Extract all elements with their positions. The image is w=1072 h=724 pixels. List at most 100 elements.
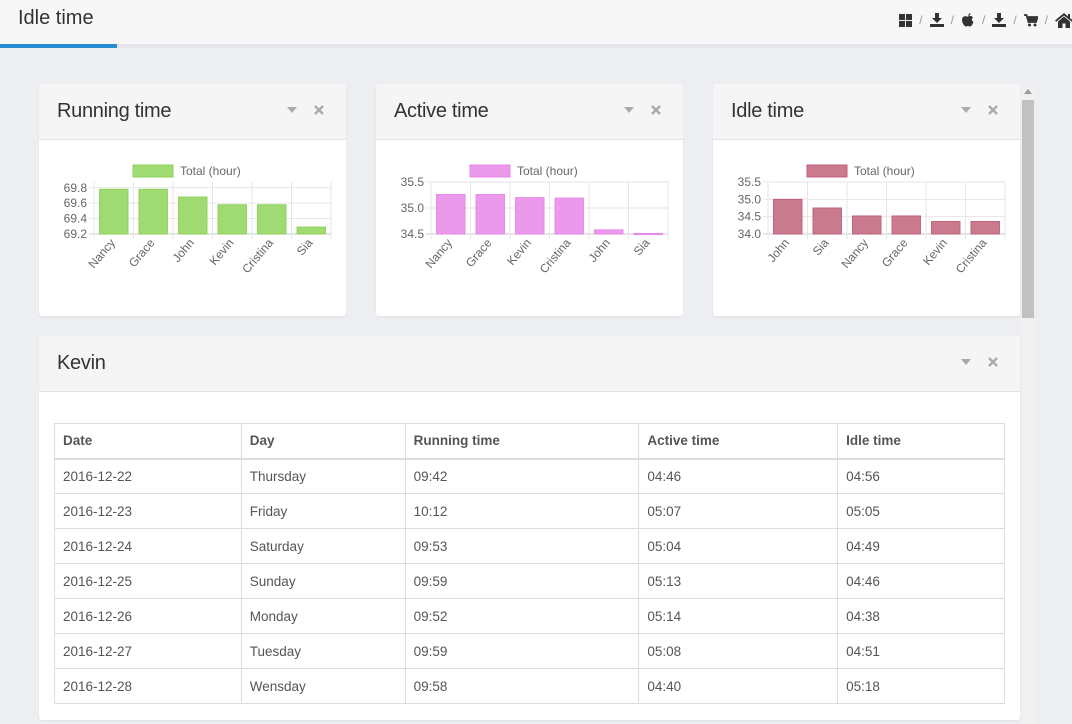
table-cell: 04:51 — [837, 633, 1005, 669]
close-icon[interactable] — [311, 102, 327, 118]
bar[interactable] — [515, 197, 545, 235]
table-row[interactable]: 2016-12-23 Friday 10:12 05:07 05:05 — [54, 493, 1005, 529]
top-bar: Idle time / / / / / — [0, 0, 1072, 48]
table-cell: 2016-12-24 — [54, 528, 242, 564]
active-time-panel: Active time Total (hour) 35.5 35.0 34.5 Nanc… — [376, 84, 683, 316]
table-row[interactable]: 2016-12-27 Tuesday 09:59 05:08 04:51 — [54, 633, 1005, 669]
table-cell: 2016-12-28 — [54, 668, 242, 704]
active-tab-underline — [0, 44, 117, 48]
column-header[interactable]: Day — [240, 423, 406, 460]
x-tick-label: Nancy — [422, 236, 455, 271]
legend-swatch[interactable] — [469, 164, 511, 178]
bar[interactable] — [257, 204, 287, 235]
table-cell: Saturday — [240, 528, 406, 564]
bar[interactable] — [99, 188, 129, 235]
apple-icon[interactable] — [960, 12, 976, 28]
bar[interactable] — [852, 215, 882, 235]
close-icon[interactable] — [985, 354, 1001, 370]
x-tick-label: John — [170, 236, 197, 265]
scroll-up-arrow-icon[interactable] — [1024, 89, 1032, 94]
table-cell: 2016-12-27 — [54, 633, 242, 669]
bar[interactable] — [296, 226, 326, 235]
cart-icon[interactable] — [1023, 12, 1039, 28]
download-icon[interactable] — [991, 12, 1007, 28]
bar[interactable] — [891, 215, 921, 235]
legend-label[interactable]: Total (hour) — [854, 164, 915, 178]
bar[interactable] — [633, 232, 663, 235]
scrollbar-thumb[interactable] — [1022, 100, 1034, 318]
y-tick-label: 69.6 — [64, 196, 88, 210]
table-row[interactable]: 2016-12-25 Sunday 09:59 05:13 04:46 — [54, 563, 1005, 599]
table-row[interactable]: 2016-12-22 Thursday 09:42 04:46 04:56 — [54, 458, 1005, 494]
table-cell: 04:40 — [638, 668, 839, 704]
time-table: Date Day Running time Active time Idle t… — [54, 423, 1005, 704]
bar[interactable] — [970, 221, 1000, 235]
table-row[interactable]: 2016-12-26 Monday 09:52 05:14 04:38 — [54, 598, 1005, 634]
bar[interactable] — [931, 221, 961, 235]
panel-title: Kevin — [57, 352, 106, 374]
legend-label[interactable]: Total (hour) — [180, 164, 241, 178]
y-tick-label: 69.8 — [64, 181, 88, 195]
column-header[interactable]: Idle time — [837, 423, 1005, 460]
bar[interactable] — [475, 193, 505, 235]
y-tick-label: 34.5 — [401, 227, 425, 241]
legend-label[interactable]: Total (hour) — [517, 164, 578, 178]
toolbar-separator: / — [981, 13, 986, 27]
close-icon[interactable] — [985, 102, 1001, 118]
y-tick-label: 69.2 — [64, 227, 88, 241]
panel-header: Active time — [376, 84, 683, 140]
windows-icon[interactable] — [897, 12, 913, 28]
table-cell: 09:59 — [404, 633, 640, 669]
bar[interactable] — [812, 207, 842, 235]
home-icon[interactable] — [1054, 12, 1072, 28]
toolbar-separator: / — [1044, 13, 1048, 27]
chevron-down-icon[interactable] — [621, 102, 637, 118]
x-tick-label: Nancy — [838, 236, 871, 271]
table-cell: 05:05 — [837, 493, 1005, 529]
y-tick-label: 35.5 — [738, 175, 762, 189]
y-tick-label: 69.4 — [64, 212, 88, 226]
table-cell: 04:46 — [638, 458, 839, 494]
table-cell: 2016-12-22 — [54, 458, 242, 494]
bar[interactable] — [436, 193, 466, 235]
scrollbar[interactable] — [1021, 86, 1035, 724]
download-icon[interactable] — [929, 12, 945, 28]
table-cell: Tuesday — [240, 633, 406, 669]
x-tick-label: Cristina — [239, 236, 276, 276]
toolbar-separator: / — [950, 13, 954, 27]
chevron-down-icon[interactable] — [958, 354, 974, 370]
bar[interactable] — [178, 196, 208, 235]
table-cell: 05:14 — [638, 598, 839, 634]
y-tick-label: 34.5 — [738, 210, 762, 224]
column-header[interactable]: Running time — [404, 423, 640, 460]
table-row[interactable]: 2016-12-24 Saturday 09:53 05:04 04:49 — [54, 528, 1005, 564]
legend-swatch[interactable] — [132, 164, 174, 178]
panel-header: Running time — [39, 84, 346, 140]
x-tick-label: Cristina — [953, 236, 990, 276]
table-cell: 09:59 — [404, 563, 640, 599]
legend-swatch[interactable] — [806, 164, 848, 178]
close-icon[interactable] — [648, 102, 664, 118]
bar[interactable] — [554, 197, 584, 235]
column-header[interactable]: Active time — [638, 423, 839, 460]
chevron-down-icon[interactable] — [284, 102, 300, 118]
table-cell: 09:52 — [404, 598, 640, 634]
y-tick-label: 35.0 — [401, 201, 425, 215]
panel-header: Idle time — [713, 84, 1020, 140]
x-tick-label: Kevin — [504, 236, 534, 268]
table-cell: Thursday — [240, 458, 406, 494]
x-tick-label: Grace — [879, 236, 911, 270]
toolbar: / / / / / — [897, 10, 1072, 30]
column-header[interactable]: Date — [54, 423, 242, 460]
panel-header: Kevin — [39, 336, 1020, 392]
bar[interactable] — [138, 188, 168, 235]
bar[interactable] — [217, 204, 247, 235]
bar[interactable] — [773, 198, 803, 235]
chevron-down-icon[interactable] — [958, 102, 974, 118]
panel-title: Active time — [394, 100, 489, 122]
bar[interactable] — [594, 229, 624, 235]
running-time-panel: Running time Total (hour) 69.8 69.6 69.4 69.… — [39, 84, 346, 316]
table-row[interactable]: 2016-12-28 Wensday 09:58 04:40 05:18 — [54, 668, 1005, 704]
